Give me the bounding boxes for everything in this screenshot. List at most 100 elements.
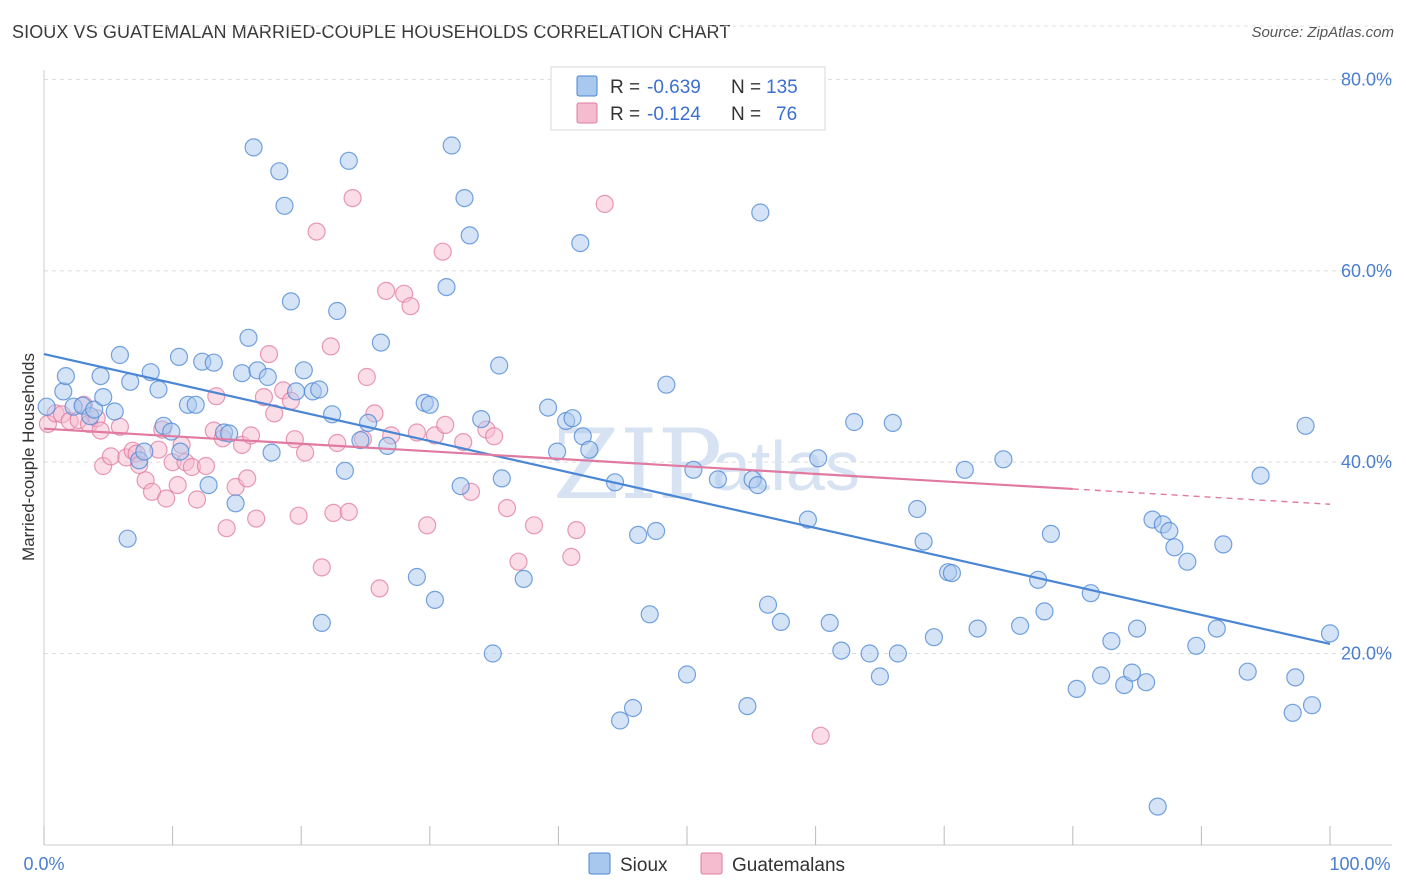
x-tick-label-max: 100.0%: [1329, 854, 1390, 874]
sioux-point: [91, 367, 110, 386]
sioux-point: [547, 442, 567, 461]
sioux-point: [845, 412, 864, 432]
sioux-point: [351, 431, 370, 450]
sioux-point: [908, 499, 927, 519]
guatemalans-point: [343, 189, 362, 208]
guatemalans-point: [187, 490, 207, 509]
sioux-point: [186, 395, 205, 414]
guatemalans-points: [38, 189, 830, 745]
sioux-point: [809, 449, 828, 468]
guatemalans-point: [357, 367, 376, 387]
sioux-point: [437, 278, 456, 297]
sioux-point: [270, 162, 289, 181]
y-tick-label: 40.0%: [1341, 452, 1392, 472]
sioux-point: [1136, 673, 1156, 692]
y-tick-labels: 20.0% 40.0% 60.0% 80.0%: [1341, 70, 1392, 664]
sioux-point: [335, 461, 354, 480]
sioux-point: [328, 301, 347, 321]
sioux-point: [239, 328, 258, 347]
sioux-point: [758, 595, 778, 614]
sioux-point: [371, 333, 390, 352]
sioux-point: [451, 477, 470, 496]
x-tick-marks: [43, 826, 1331, 845]
y-tick-label: 80.0%: [1341, 70, 1392, 90]
sioux-point: [281, 292, 300, 311]
legend-r-value-sioux: -0.639: [647, 77, 701, 98]
guatemalans-point: [454, 433, 473, 452]
guatemalans-point: [328, 433, 347, 453]
sioux-point: [294, 361, 313, 380]
sioux-point: [883, 413, 902, 432]
sioux-point: [968, 619, 987, 638]
guatemalans-trend-line: [43, 427, 1073, 491]
guatemalans-point: [418, 516, 437, 535]
sioux-point: [514, 569, 533, 589]
chart-title: SIOUX VS GUATEMALAN MARRIED-COUPLE HOUSE…: [12, 22, 731, 42]
sioux-point: [232, 364, 252, 383]
sioux-point: [425, 590, 444, 610]
sioux-point: [832, 641, 851, 660]
sioux-point: [94, 388, 113, 407]
sioux-point: [538, 398, 558, 417]
sioux-point: [1207, 619, 1226, 638]
guatemalans-trend-extension: [1072, 488, 1331, 505]
sioux-point: [1302, 696, 1322, 715]
sioux-point: [771, 612, 791, 632]
bottom-legend-label-guatemalans: Guatemalans: [732, 855, 845, 876]
guatemalans-point: [377, 281, 396, 300]
sioux-point: [310, 380, 329, 399]
sioux-point: [490, 356, 509, 375]
legend-r-value-guatemalans: -0.124: [647, 104, 701, 125]
legend-n-value-sioux: 135: [766, 77, 798, 98]
y-tick-label: 20.0%: [1341, 644, 1392, 664]
sioux-point: [105, 402, 124, 421]
guatemalans-point: [217, 519, 236, 538]
sioux-point: [135, 442, 154, 461]
sioux-point: [244, 138, 263, 157]
sioux-point: [708, 470, 728, 489]
source-label: Source: ZipAtlas.com: [1251, 24, 1394, 41]
guatemalans-point: [238, 469, 257, 488]
guatemalans-point: [196, 456, 216, 476]
sioux-point: [1041, 524, 1061, 544]
guatemalans-point: [157, 489, 176, 508]
sioux-point: [110, 345, 130, 365]
guatemalans-point: [339, 502, 358, 521]
sioux-point: [472, 410, 491, 429]
legend-r-label-guatemalans: R =: [610, 104, 640, 125]
sioux-point: [483, 644, 502, 663]
guatemalans-point: [485, 427, 504, 446]
sioux-point: [563, 409, 582, 428]
sioux-point: [798, 510, 818, 529]
sioux-point: [1091, 666, 1111, 685]
sioux-point: [820, 613, 839, 633]
x-tick-label-min: 0.0%: [23, 854, 64, 874]
sioux-point: [226, 494, 245, 513]
sioux-point: [492, 469, 511, 488]
sioux-point: [378, 436, 397, 455]
legend-n-label-guatemalans: N =: [731, 104, 761, 125]
sioux-point: [1122, 663, 1142, 682]
sioux-point: [942, 563, 962, 583]
sioux-point: [684, 460, 703, 479]
sioux-point: [287, 382, 306, 401]
axes: [43, 70, 1392, 846]
guatemalans-point: [433, 242, 452, 261]
sioux-point: [924, 628, 944, 647]
legend-swatch-sioux: [576, 75, 598, 97]
guatemalans-point: [168, 476, 187, 495]
guatemalans-point: [497, 499, 517, 518]
guatemalans-point: [321, 337, 340, 356]
guatemalans-point: [207, 387, 226, 406]
sioux-point: [339, 151, 358, 170]
guatemalans-point: [259, 345, 279, 364]
sioux-point: [640, 605, 659, 624]
sioux-point: [407, 567, 426, 587]
sioux-point: [118, 529, 137, 548]
sioux-point: [628, 525, 648, 545]
sioux-point: [37, 397, 56, 416]
sioux-point: [275, 196, 294, 215]
sioux-point: [1148, 797, 1167, 816]
bottom-legend-label-sioux: Sioux: [620, 855, 668, 876]
